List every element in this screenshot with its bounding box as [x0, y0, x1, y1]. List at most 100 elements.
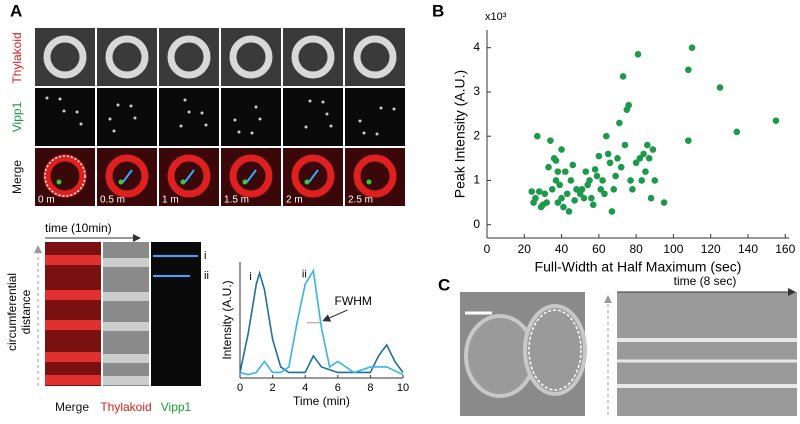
y-tick-label: 2 — [473, 128, 480, 142]
band — [103, 258, 149, 267]
spot — [204, 123, 208, 127]
x-tick-label: 100 — [663, 242, 683, 256]
point — [535, 188, 543, 195]
point — [591, 166, 599, 173]
line — [239, 268, 404, 376]
point — [554, 168, 562, 175]
point — [612, 172, 619, 180]
x-tick-label: 120 — [701, 242, 721, 256]
y-axis-label: Intensity (A.U.) — [220, 280, 234, 359]
point — [642, 168, 649, 175]
y-axis-label: Peak Intensity (A.U.) — [452, 70, 468, 198]
point — [543, 199, 550, 206]
band — [103, 322, 149, 331]
spot — [79, 122, 83, 126]
point — [532, 194, 539, 202]
point — [547, 137, 554, 144]
track — [122, 169, 133, 183]
series-label: i — [249, 271, 251, 283]
point — [619, 73, 627, 80]
point — [580, 194, 588, 202]
trace — [528, 309, 582, 391]
band — [103, 292, 149, 301]
x-tick-label: 80 — [629, 242, 643, 256]
spot — [242, 179, 248, 185]
spot — [133, 116, 137, 120]
ring — [167, 154, 211, 198]
spot — [62, 109, 66, 113]
point — [558, 146, 565, 153]
point — [632, 159, 640, 167]
point — [644, 141, 651, 149]
band — [45, 255, 101, 265]
point — [685, 137, 692, 144]
ring — [167, 35, 211, 79]
point — [649, 146, 657, 153]
row-label: Merge — [10, 160, 24, 194]
image-tile — [221, 88, 281, 146]
point — [548, 186, 556, 193]
point — [556, 181, 564, 189]
spot — [129, 104, 133, 108]
ring — [43, 154, 87, 198]
point — [586, 177, 593, 184]
spot — [45, 96, 49, 100]
marker-label: i — [204, 250, 206, 262]
track — [246, 169, 257, 183]
point — [552, 177, 560, 184]
spot — [254, 105, 258, 109]
point — [558, 194, 565, 202]
point — [616, 119, 623, 127]
point — [716, 84, 724, 91]
spot — [304, 125, 308, 129]
point — [606, 159, 614, 167]
spot — [250, 131, 254, 135]
point — [617, 163, 625, 171]
x-tick-label: 140 — [738, 242, 758, 256]
band — [45, 320, 101, 330]
point — [638, 177, 646, 184]
y-tick-label: 0 — [473, 217, 480, 231]
point — [561, 168, 569, 175]
line — [239, 270, 404, 374]
x-tick-label: 60 — [592, 242, 606, 256]
point — [565, 208, 573, 215]
spot — [325, 112, 329, 116]
point — [603, 132, 610, 140]
point — [578, 186, 586, 193]
ring — [353, 35, 397, 79]
spot — [366, 179, 372, 185]
spot — [200, 111, 204, 115]
series-label: ii — [302, 269, 307, 281]
time-label: 0 m — [38, 195, 55, 206]
point — [629, 186, 636, 193]
band — [45, 352, 101, 362]
kymo-time: time (10min) — [45, 221, 112, 235]
spot — [375, 132, 379, 136]
x-tick-label: 20 — [518, 242, 532, 256]
point — [733, 128, 741, 136]
trace — [44, 155, 86, 197]
point — [541, 190, 549, 198]
kymo-axis: circumferential — [5, 273, 19, 351]
point — [571, 197, 578, 204]
image-tile — [283, 88, 343, 146]
spot — [379, 106, 383, 110]
spot — [180, 179, 186, 185]
panel-letter: C — [438, 275, 450, 294]
point — [640, 150, 647, 158]
x-tick-label: 8 — [367, 382, 373, 394]
point — [573, 186, 580, 193]
point — [563, 190, 571, 198]
point — [554, 199, 562, 206]
spot — [187, 110, 191, 114]
kymo-label: Merge — [55, 400, 89, 414]
point — [636, 155, 644, 162]
image-tile — [159, 88, 219, 146]
spot — [233, 118, 237, 122]
point — [601, 190, 608, 198]
spot — [358, 119, 362, 123]
ring — [229, 154, 273, 198]
point — [651, 177, 659, 184]
spot — [329, 124, 333, 128]
